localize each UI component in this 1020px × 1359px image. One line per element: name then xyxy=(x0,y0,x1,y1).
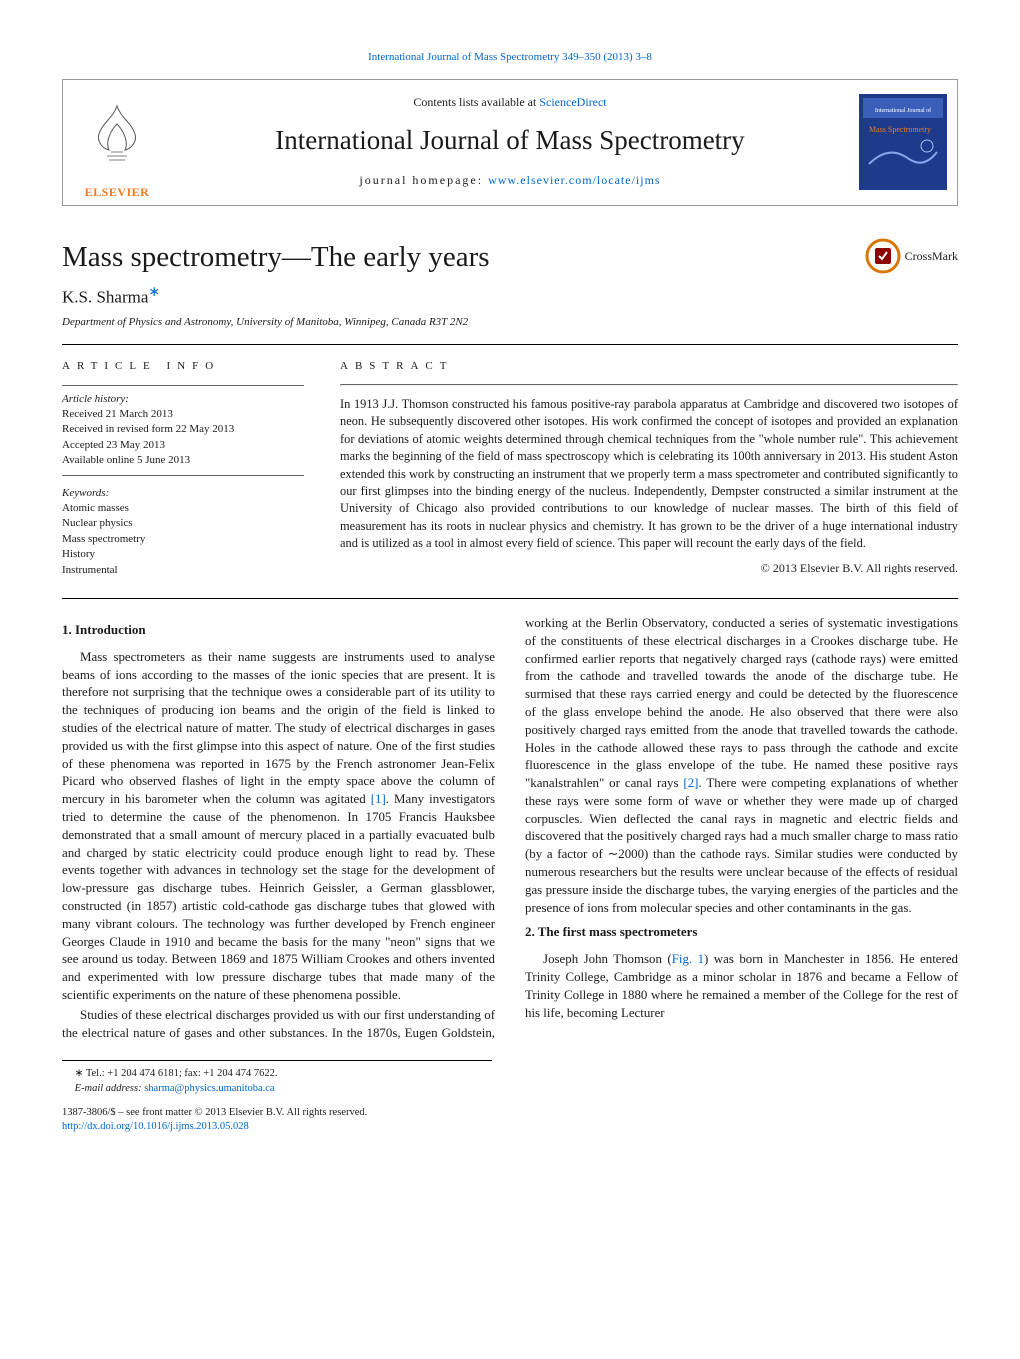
keyword: Atomic masses xyxy=(62,501,304,516)
crossmark-badge[interactable]: CrossMark xyxy=(865,238,958,274)
elsevier-wordmark: ELSEVIER xyxy=(71,184,163,200)
history-received: Received 21 March 2013 xyxy=(62,407,304,422)
front-matter: 1387-3806/$ – see front matter © 2013 El… xyxy=(62,1106,958,1134)
body-text: Mass spectrometers as their name suggest… xyxy=(62,650,495,806)
affiliation: Department of Physics and Astronomy, Uni… xyxy=(62,315,958,330)
corresponding-footnote: ∗ Tel.: +1 204 474 6181; fax: +1 204 474… xyxy=(62,1060,492,1095)
abstract-copyright: © 2013 Elsevier B.V. All rights reserved… xyxy=(340,560,958,576)
keyword: Nuclear physics xyxy=(62,516,304,531)
footnote-email: E-mail address: sharma@physics.umanitoba… xyxy=(62,1082,492,1096)
publisher-logo-block: ELSEVIER xyxy=(63,80,171,205)
divider xyxy=(340,384,958,386)
page-container: International Journal of Mass Spectromet… xyxy=(0,0,1020,1174)
article-body: 1. Introduction Mass spectrometers as th… xyxy=(62,598,958,1042)
body-text: . There were competing explanations of w… xyxy=(525,776,958,915)
section-heading-2: 2. The first mass spectrometers xyxy=(525,923,958,941)
email-label: E-mail address: xyxy=(75,1083,145,1094)
corresponding-author-link[interactable]: ∗ xyxy=(148,284,160,300)
journal-cover: International Journal of Mass Spectromet… xyxy=(849,80,957,205)
body-text: Joseph John Thomson ( xyxy=(543,952,672,966)
footnote-tel-text: Tel.: +1 204 474 6181; fax: +1 204 474 7… xyxy=(83,1068,277,1079)
keyword: History xyxy=(62,547,304,562)
masthead: ELSEVIER Contents lists available at Sci… xyxy=(62,79,958,206)
cover-title-text: Mass Spectrometry xyxy=(869,125,931,134)
citation-link-2[interactable]: [2] xyxy=(683,776,698,790)
journal-name: International Journal of Mass Spectromet… xyxy=(181,122,839,158)
author-name: K.S. Sharma xyxy=(62,287,148,306)
elsevier-tree-icon xyxy=(71,84,163,185)
body-paragraph: Mass spectrometers as their name suggest… xyxy=(62,649,495,1005)
keyword: Instrumental xyxy=(62,563,304,578)
crossmark-label: CrossMark xyxy=(905,248,958,264)
svg-text:International Journal of: International Journal of xyxy=(875,107,931,114)
figure-link-1[interactable]: Fig. 1 xyxy=(672,952,704,966)
sciencedirect-link[interactable]: ScienceDirect xyxy=(539,95,606,109)
masthead-center: Contents lists available at ScienceDirec… xyxy=(171,80,849,205)
contents-prefix: Contents lists available at xyxy=(413,95,539,109)
history-online: Available online 5 June 2013 xyxy=(62,453,304,468)
homepage-label: journal homepage: xyxy=(359,173,488,187)
abstract-text: In 1913 J.J. Thomson constructed his fam… xyxy=(340,396,958,552)
article-header: Mass spectrometry—The early years K.S. S… xyxy=(62,238,958,331)
contents-line: Contents lists available at ScienceDirec… xyxy=(181,94,839,110)
article-title: Mass spectrometry—The early years xyxy=(62,238,490,277)
divider xyxy=(62,385,304,386)
keyword: Mass spectrometry xyxy=(62,532,304,547)
issn-line: 1387-3806/$ – see front matter © 2013 El… xyxy=(62,1106,958,1120)
doi-link[interactable]: http://dx.doi.org/10.1016/j.ijms.2013.05… xyxy=(62,1121,249,1132)
abstract-head: abstract xyxy=(340,359,958,374)
abstract-column: abstract In 1913 J.J. Thomson constructe… xyxy=(340,359,958,578)
body-text: . Many investigators tried to determine … xyxy=(62,792,495,1002)
citation-link-1[interactable]: [1] xyxy=(371,792,386,806)
homepage-link[interactable]: www.elsevier.com/locate/ijms xyxy=(488,173,661,187)
body-paragraph: Joseph John Thomson (Fig. 1) was born in… xyxy=(525,951,958,1022)
info-abstract-row: article info Article history: Received 2… xyxy=(62,344,958,578)
crossmark-icon xyxy=(865,238,901,274)
history-accepted: Accepted 23 May 2013 xyxy=(62,438,304,453)
citation-link[interactable]: International Journal of Mass Spectromet… xyxy=(368,51,652,63)
article-author: K.S. Sharma∗ xyxy=(62,283,490,310)
journal-homepage: journal homepage: www.elsevier.com/locat… xyxy=(181,172,839,188)
article-info-head: article info xyxy=(62,359,304,374)
email-link[interactable]: sharma@physics.umanitoba.ca xyxy=(144,1083,274,1094)
keywords-label: Keywords: xyxy=(62,486,304,501)
divider xyxy=(62,475,304,476)
header-citation: International Journal of Mass Spectromet… xyxy=(62,50,958,65)
article-info-column: article info Article history: Received 2… xyxy=(62,359,304,578)
section-heading-1: 1. Introduction xyxy=(62,621,495,639)
footnote-tel: ∗ Tel.: +1 204 474 6181; fax: +1 204 474… xyxy=(62,1067,492,1081)
history-label: Article history: xyxy=(62,392,304,407)
history-revised: Received in revised form 22 May 2013 xyxy=(62,422,304,437)
